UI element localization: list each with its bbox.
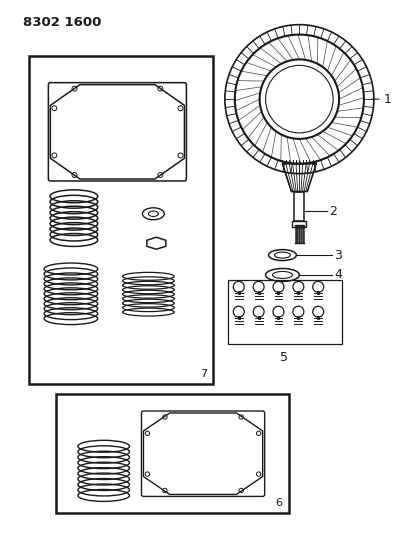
Bar	[294, 225, 303, 227]
Bar	[227, 280, 341, 344]
Text: 4: 4	[333, 269, 341, 281]
Text: 8302 1600: 8302 1600	[23, 15, 101, 29]
Text: 1: 1	[383, 93, 391, 106]
Text: 6: 6	[275, 498, 282, 508]
Bar	[29, 56, 212, 384]
Bar	[294, 191, 303, 221]
Text: 5: 5	[280, 351, 288, 365]
Bar	[56, 394, 289, 513]
Text: 7: 7	[199, 369, 207, 379]
Text: 2: 2	[328, 205, 336, 218]
Text: 3: 3	[333, 248, 341, 262]
Bar	[292, 221, 306, 227]
